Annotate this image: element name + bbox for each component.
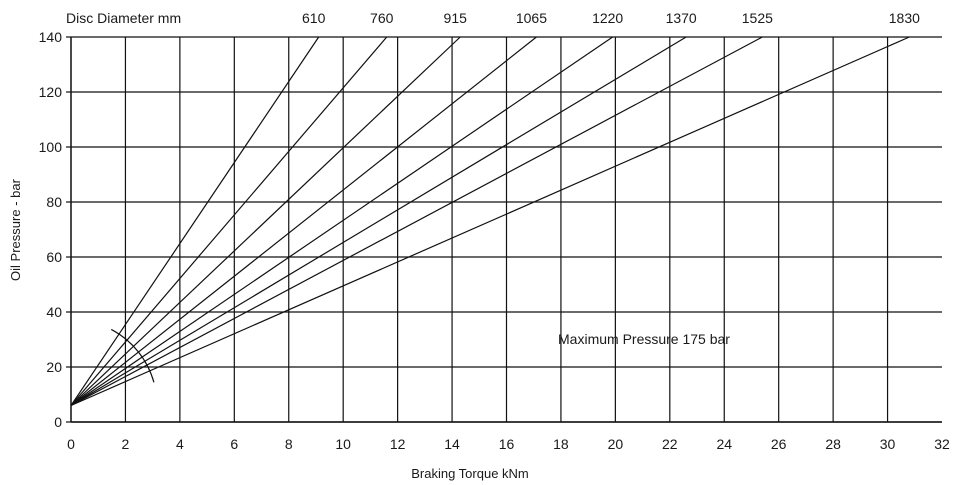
series-label-610: 610: [302, 10, 326, 26]
series-line-1065: [70, 36, 537, 406]
x-tick-label: 12: [390, 436, 406, 452]
y-tick-label: 120: [39, 84, 63, 100]
series-line-1370: [70, 36, 687, 407]
series-label-1065: 1065: [516, 10, 547, 26]
y-tick-label: 80: [46, 194, 62, 210]
series-label-1525: 1525: [742, 10, 773, 26]
series-label-1830: 1830: [889, 10, 920, 26]
series-line-760: [70, 36, 388, 406]
x-tick-label: 0: [67, 436, 75, 452]
x-tick-label: 28: [825, 436, 841, 452]
series-label-760: 760: [370, 10, 394, 26]
y-tick-label: 0: [54, 414, 62, 430]
series-line-610: [70, 36, 320, 406]
tick-labels: 0 2 4 6 8 10 12 14 16 18 20 22 24 26 28 30 3202040608010…: [39, 10, 950, 452]
x-tick-label: 32: [934, 436, 950, 452]
y-tick-label: 20: [46, 359, 62, 375]
x-tick-label: 6: [230, 436, 238, 452]
x-tick-label: 18: [553, 436, 569, 452]
series-label-1220: 1220: [592, 10, 623, 26]
series-label-915: 915: [444, 10, 468, 26]
x-tick-label: 24: [716, 436, 732, 452]
y-axis-label: Oil Pressure - bar: [8, 178, 23, 281]
x-tick-label: 10: [335, 436, 351, 452]
series-line-915: [70, 36, 461, 406]
x-tick-label: 22: [662, 436, 678, 452]
y-tick-label: 100: [39, 139, 63, 155]
x-tick-label: 30: [880, 436, 896, 452]
series-line-1220: [70, 36, 613, 406]
annotation-max-pressure: Maximum Pressure 175 bar: [558, 331, 730, 347]
x-tick-label: 2: [122, 436, 130, 452]
x-tick-label: 8: [285, 436, 293, 452]
x-tick-label: 20: [608, 436, 624, 452]
x-tick-label: 26: [771, 436, 787, 452]
series-line-1525: [70, 36, 763, 407]
series-line-1830: [70, 36, 910, 407]
x-tick-label: 16: [499, 436, 515, 452]
y-tick-label: 140: [39, 29, 63, 45]
y-tick-label: 40: [46, 304, 62, 320]
series-lines: [70, 36, 910, 407]
grid: [66, 36, 942, 423]
x-tick-label: 14: [444, 436, 460, 452]
x-axis-label: Braking Torque kNm: [411, 466, 529, 481]
top-axis-label: Disc Diameter mm: [66, 10, 181, 26]
minimum-arc: [110, 328, 155, 383]
x-tick-label: 4: [176, 436, 184, 452]
y-tick-label: 60: [46, 249, 62, 265]
minimum-pressure-arc: [110, 328, 155, 383]
series-label-1370: 1370: [666, 10, 697, 26]
